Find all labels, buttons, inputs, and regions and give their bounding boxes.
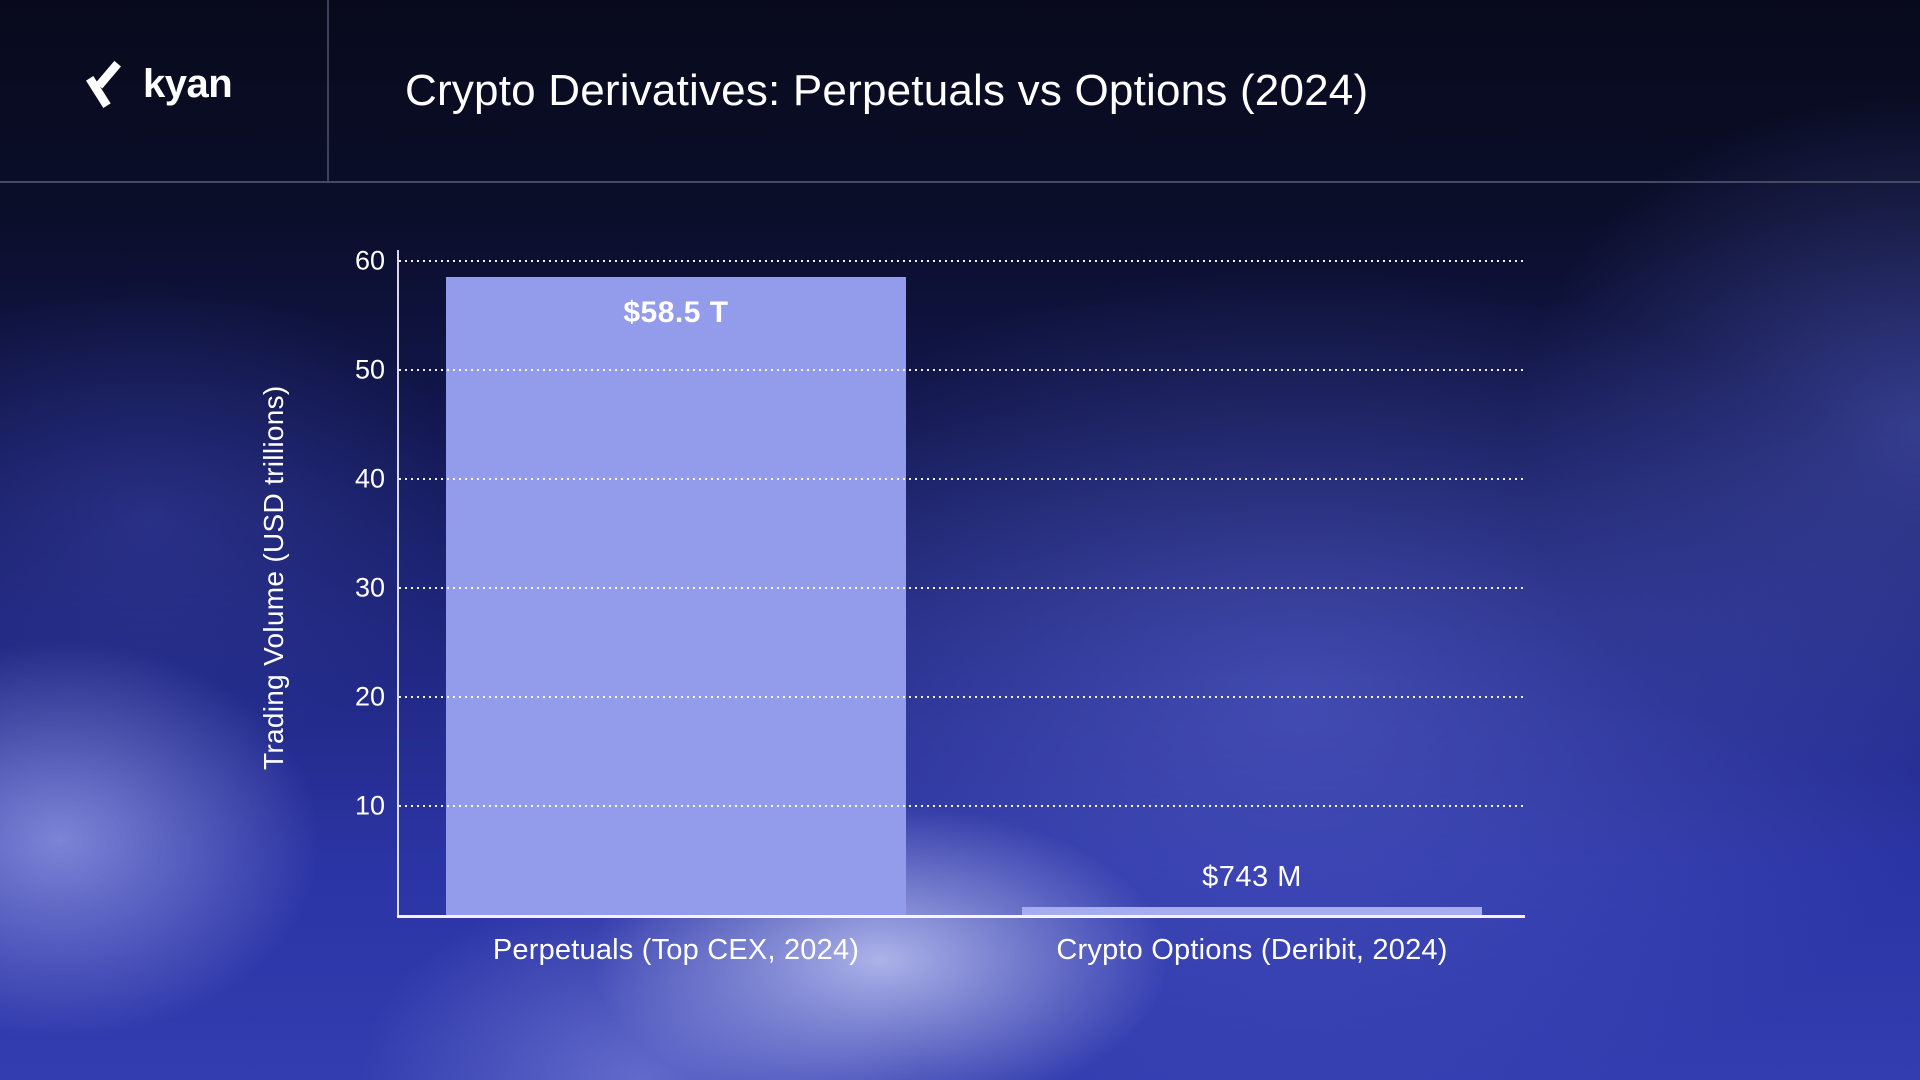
gridline-50 xyxy=(399,369,1527,371)
gridline-10 xyxy=(399,805,1527,807)
kyan-logo-icon xyxy=(86,60,121,108)
bar-crypto-options xyxy=(1022,907,1482,915)
header: kyan Crypto Derivatives: Perpetuals vs O… xyxy=(0,0,1920,183)
bar-perpetuals xyxy=(446,277,906,915)
gridline-30 xyxy=(399,587,1527,589)
y-tick-label-50: 50 xyxy=(354,354,385,385)
header-divider xyxy=(327,0,329,181)
gridline-20 xyxy=(399,696,1527,698)
x-category-label-perpetuals: Perpetuals (Top CEX, 2024) xyxy=(492,934,860,966)
x-category-label-options: Crypto Options (Deribit, 2024) xyxy=(1056,934,1448,966)
y-tick-label-10: 10 xyxy=(354,790,385,821)
y-tick-label-40: 40 xyxy=(354,463,385,494)
bar-value-label-perpetuals: $58.5 T xyxy=(623,296,729,329)
gridline-40 xyxy=(399,478,1527,480)
y-tick-label-20: 20 xyxy=(354,681,385,712)
page-title: Crypto Derivatives: Perpetuals vs Option… xyxy=(405,65,1369,115)
brand-logo: kyan xyxy=(83,54,233,114)
brand-name: kyan xyxy=(143,62,233,106)
y-axis-line xyxy=(397,250,399,917)
x-axis-baseline xyxy=(397,915,1525,918)
y-tick-label-30: 30 xyxy=(354,572,385,603)
bar-value-label-options: $743 M xyxy=(1202,861,1302,893)
gridline-60 xyxy=(399,260,1527,262)
y-tick-label-60: 60 xyxy=(354,245,385,276)
